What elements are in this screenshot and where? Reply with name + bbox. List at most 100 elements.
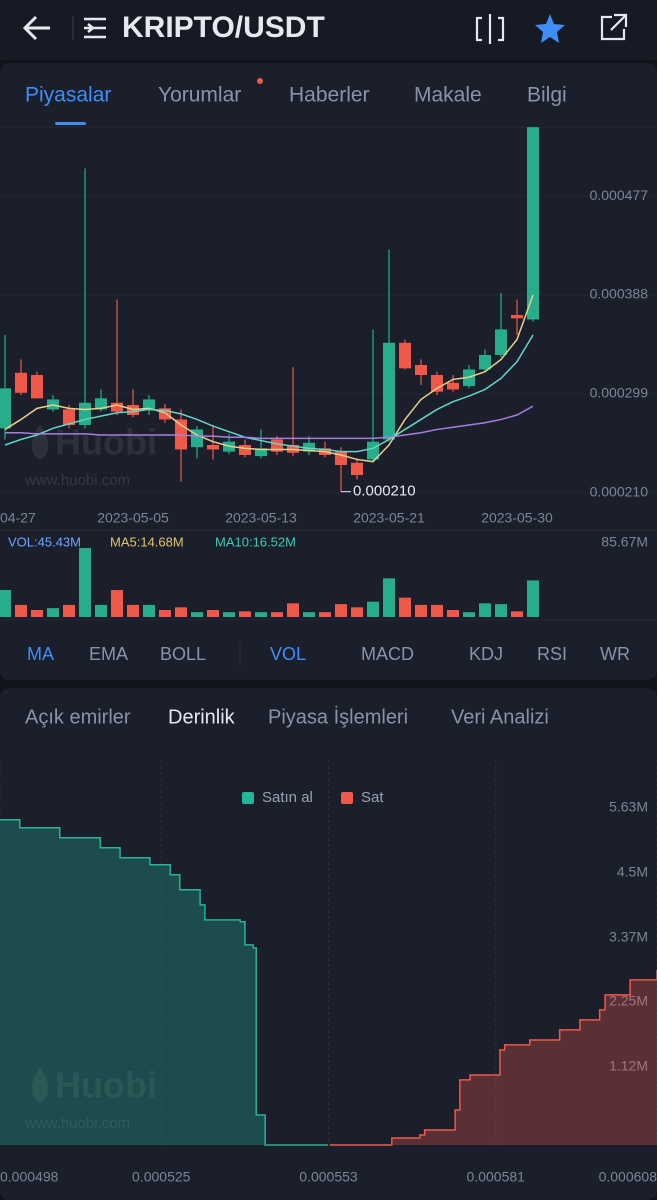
candle-body: [351, 462, 363, 475]
candle-body: [15, 372, 27, 393]
y-tick-label: 0.000388: [590, 286, 649, 302]
depth-fill: [0, 819, 328, 1145]
candle-body: [447, 382, 459, 390]
x-tick-label: 0.000608: [599, 1169, 657, 1185]
share-icon[interactable]: [600, 13, 628, 41]
y-tick-label: 85.67M: [601, 534, 648, 550]
candle-body: [239, 445, 251, 455]
ma-line: [4, 334, 534, 453]
watermark-brand: Huobi: [55, 1065, 157, 1106]
y-tick-label: 0.000210: [590, 483, 649, 499]
volume-bar: [271, 612, 283, 617]
volume-bar: [159, 609, 171, 617]
order-tab[interactable]: Açık emirler: [25, 706, 131, 728]
volume-bar: [191, 612, 203, 617]
watermark-url: www.huobi.com: [24, 1115, 130, 1132]
volume-bar: [255, 612, 267, 617]
volume-bar: [495, 604, 507, 617]
candle-body: [63, 409, 75, 425]
candle-body: [159, 408, 171, 420]
candle-body: [495, 329, 507, 355]
candle-body: [143, 399, 155, 410]
candle-body: [511, 315, 523, 319]
volume-bar: [527, 580, 539, 617]
volume-bar: [447, 609, 459, 617]
volume-bar: [367, 601, 379, 617]
volume-bar: [31, 609, 43, 617]
volume-legend: MA5:14.68M: [110, 534, 184, 549]
ma-line: [5, 405, 534, 440]
candle-body: [31, 375, 43, 399]
indicator-tab[interactable]: BOLL: [160, 644, 206, 664]
order-tab[interactable]: Veri Analizi: [451, 706, 549, 728]
tab[interactable]: Makale: [414, 84, 482, 107]
candle-body: [527, 127, 539, 320]
tab[interactable]: Haberler: [289, 84, 370, 107]
volume-bar: [79, 548, 91, 617]
candle-body: [0, 388, 11, 429]
volume-bar: [0, 590, 11, 617]
indicator-tab[interactable]: RSI: [537, 644, 567, 664]
candle-body: [111, 402, 123, 412]
volume-bar: [15, 604, 27, 617]
back-button[interactable]: [22, 15, 50, 41]
volume-bar: [303, 612, 315, 617]
volume-bar: [175, 607, 187, 617]
indicator-tab[interactable]: WR: [600, 644, 630, 664]
volume-bar: [351, 607, 363, 617]
watermark-url: www.huobi.com: [24, 472, 130, 489]
y-tick-label: 1.12M: [609, 1057, 648, 1073]
volume-bar: [287, 603, 299, 617]
compare-icon[interactable]: [475, 14, 505, 44]
volume-legend: MA10:16.52M: [215, 534, 296, 549]
indicator-tab[interactable]: MACD: [361, 644, 414, 664]
legend-label: Satın al: [262, 789, 313, 806]
depth-panel: [0, 688, 657, 1200]
watermark: Huobi www.huobi.com: [24, 1065, 157, 1132]
x-tick-label: 2023-05-21: [353, 510, 425, 526]
legend-swatch: [242, 792, 254, 804]
volume-bar: [383, 578, 395, 617]
order-tab[interactable]: Piyasa İşlemleri: [268, 705, 408, 728]
y-tick-label: 4.5M: [617, 864, 648, 880]
notification-dot: [257, 78, 263, 84]
indicator-tab[interactable]: KDJ: [469, 644, 503, 664]
volume-bar: [239, 611, 251, 617]
candle-body: [415, 365, 427, 375]
depth-fill: [329, 969, 657, 1145]
volume-bar: [431, 604, 443, 617]
volume-legend: VOL:45.43M: [8, 534, 81, 549]
favorite-star[interactable]: [535, 14, 565, 43]
market-panel: [0, 63, 657, 680]
candle-body: [207, 445, 219, 450]
y-tick-label: 2.25M: [609, 993, 648, 1009]
tab-underline: [55, 122, 86, 125]
x-tick-label: 0.000525: [132, 1169, 191, 1185]
menu-icon[interactable]: [84, 17, 106, 39]
volume-bar: [63, 604, 75, 617]
ma-line: [4, 294, 534, 463]
volume-bar: [47, 608, 59, 617]
x-tick-label: 0.000581: [467, 1169, 526, 1185]
candle-body: [479, 355, 491, 370]
order-tab[interactable]: Derinlik: [168, 706, 236, 728]
volume-bar: [335, 604, 347, 617]
x-tick-label: 0.000498: [0, 1169, 59, 1185]
tab[interactable]: Piyasalar: [25, 84, 111, 107]
tab[interactable]: Yorumlar: [158, 84, 241, 107]
x-tick-label: 2023-05-13: [225, 510, 297, 526]
indicator-tab[interactable]: VOL: [270, 644, 306, 664]
volume-bar: [319, 612, 331, 617]
volume-bar: [415, 604, 427, 617]
x-tick-label: 04-27: [0, 510, 36, 526]
indicator-tab[interactable]: MA: [27, 644, 54, 664]
candle-body: [255, 448, 267, 457]
volume-bar: [111, 590, 123, 617]
legend-label: Sat: [361, 789, 384, 806]
indicator-tab[interactable]: EMA: [89, 644, 128, 664]
volume-bar: [399, 597, 411, 617]
candle-body: [303, 442, 315, 452]
tab[interactable]: Bilgi: [527, 84, 567, 107]
